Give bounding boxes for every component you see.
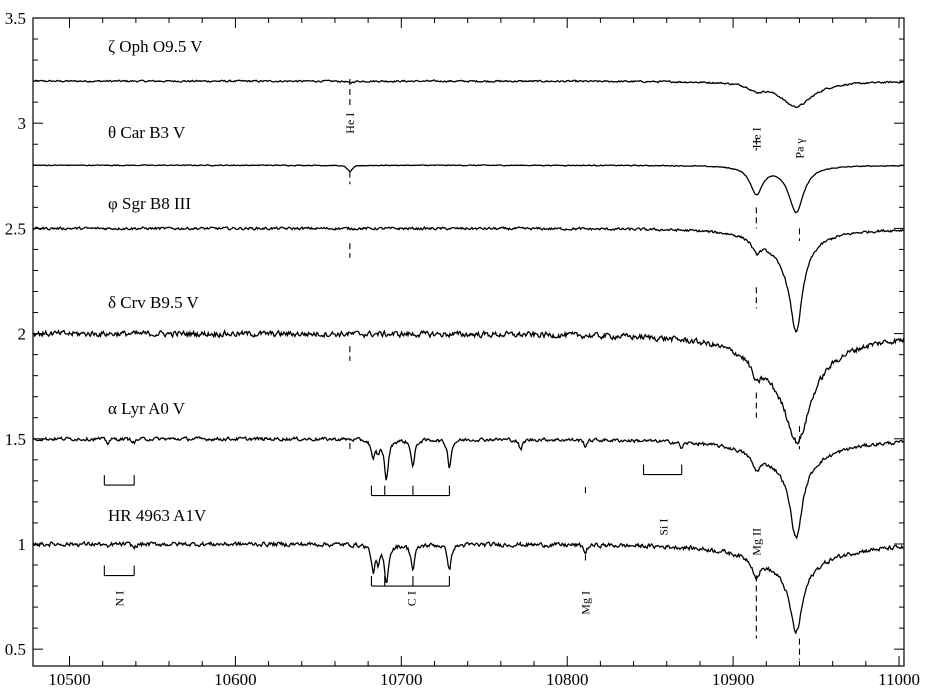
spectrum-line-1 <box>32 164 904 214</box>
plot-frame <box>32 17 905 667</box>
x-tick-label-10800: 10800 <box>546 670 589 689</box>
spectrum-line-3 <box>32 329 905 445</box>
label-group: ζ Oph O9.5 V θ Car B3 V φ Sgr B8 III δ Crv … <box>108 37 806 615</box>
x-tick-label-10900: 10900 <box>712 670 755 689</box>
y-tick-label-1: 1 <box>18 535 27 554</box>
line-label-7: Mg I <box>578 591 592 615</box>
line-label-3: Si I <box>656 519 670 536</box>
line-label-1: He I <box>749 127 763 148</box>
line-label-6: C I <box>404 591 418 606</box>
star-label-5: HR 4963 A1V <box>108 506 207 525</box>
marker-group <box>103 79 801 660</box>
y-tick-label-6: 3.5 <box>5 9 26 28</box>
y-tick-label-3: 2 <box>18 325 27 344</box>
spectrum-line-5 <box>32 540 904 635</box>
spectrum-line-0 <box>32 79 904 109</box>
axes-group: 10500 10600 10700 10800 10900 11000 0.5 1 1.5 2 2.… <box>5 9 920 689</box>
line-label-0: He I <box>343 113 357 134</box>
line-label-4: Mg II <box>749 528 763 556</box>
star-label-1: θ Car B3 V <box>108 123 186 142</box>
line-label-2: Pa γ <box>792 138 806 159</box>
y-tick-label-4: 2.5 <box>5 219 26 238</box>
x-tick-label-11000: 11000 <box>878 670 920 689</box>
y-tick-label-0: 0.5 <box>5 640 26 659</box>
spectra-group <box>32 79 905 635</box>
star-label-0: ζ Oph O9.5 V <box>108 37 203 56</box>
spectrum-line-4 <box>32 435 904 540</box>
star-label-2: φ Sgr B8 III <box>108 194 191 213</box>
star-label-4: α Lyr A0 V <box>108 399 186 418</box>
spectrum-line-2 <box>32 226 904 333</box>
x-tick-label-10500: 10500 <box>48 670 91 689</box>
y-tick-label-5: 3 <box>18 114 27 133</box>
star-label-3: δ Crv B9.5 V <box>108 293 200 312</box>
line-label-5: N I <box>112 591 126 607</box>
y-tick-label-2: 1.5 <box>5 430 26 449</box>
x-tick-label-10700: 10700 <box>380 670 423 689</box>
x-tick-label-10600: 10600 <box>214 670 257 689</box>
